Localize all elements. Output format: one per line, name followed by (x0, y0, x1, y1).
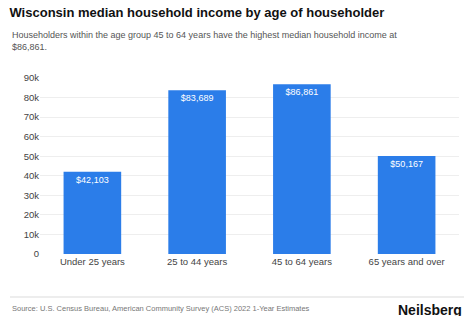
svg-text:Wisconsin median household inc: Wisconsin median household income by age… (9, 5, 384, 20)
svg-text:30k: 30k (24, 190, 40, 201)
svg-text:25 to 44 years: 25 to 44 years (167, 256, 227, 267)
svg-text:20k: 20k (24, 209, 40, 220)
svg-text:80k: 80k (24, 92, 40, 103)
svg-text:0: 0 (34, 248, 39, 259)
svg-text:Under 25 years: Under 25 years (60, 256, 125, 267)
svg-text:Householders within the age gr: Householders within the age group 45 to … (12, 30, 397, 52)
svg-text:10k: 10k (24, 229, 40, 240)
svg-text:50k: 50k (24, 151, 40, 162)
svg-text:90k: 90k (24, 72, 40, 83)
svg-text:$86,861: $86,861 (286, 87, 319, 97)
svg-text:$50,167: $50,167 (390, 159, 423, 169)
svg-text:60k: 60k (24, 131, 40, 142)
svg-text:$42,103: $42,103 (76, 175, 109, 185)
svg-text:$83,689: $83,689 (181, 93, 214, 103)
svg-text:45 to 64 years: 45 to 64 years (272, 256, 332, 267)
svg-text:70k: 70k (24, 111, 40, 122)
svg-text:Neilsberg: Neilsberg (398, 302, 462, 316)
svg-text:65 years and over: 65 years and over (369, 256, 445, 267)
svg-text:Source: U.S. Census Bureau, Am: Source: U.S. Census Bureau, American Com… (12, 304, 310, 313)
svg-text:40k: 40k (24, 170, 40, 181)
